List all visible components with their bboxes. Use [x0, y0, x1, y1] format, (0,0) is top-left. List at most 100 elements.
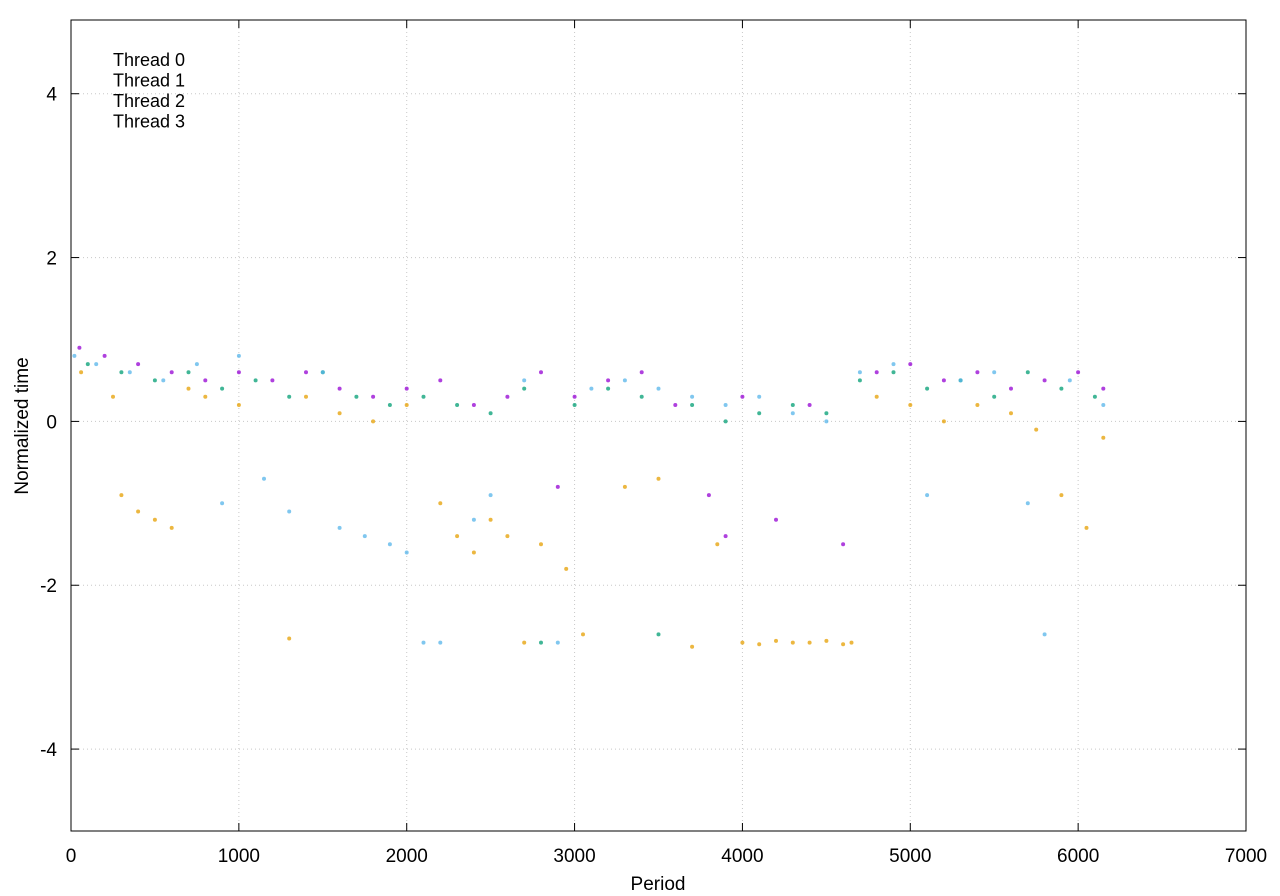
- data-point: [1084, 525, 1089, 530]
- data-point: [572, 403, 577, 407]
- data-point: [354, 394, 359, 399]
- data-point: [757, 394, 762, 399]
- data-point: [975, 370, 980, 375]
- data-point: [270, 378, 275, 383]
- data-point: [94, 362, 99, 367]
- data-point: [874, 394, 879, 399]
- data-point: [774, 517, 778, 522]
- y-tick-labels: -4 -2 0 2 4: [40, 85, 57, 761]
- data-point: [236, 370, 241, 375]
- data-point: [152, 517, 157, 522]
- data-point: [169, 525, 174, 530]
- data-point: [1067, 378, 1072, 383]
- data-point: [790, 640, 795, 645]
- data-point: [908, 403, 913, 407]
- data-point: [186, 370, 191, 375]
- data-point: [572, 394, 577, 399]
- data-point: [656, 632, 661, 637]
- data-point: [941, 419, 946, 424]
- data-point: [371, 394, 376, 399]
- data-point: [807, 403, 812, 407]
- data-point: [1042, 632, 1047, 637]
- data-point: [337, 386, 342, 391]
- data-points: [72, 345, 1106, 649]
- x-tick-label: 5000: [889, 846, 931, 867]
- series-2: [72, 353, 1106, 645]
- x-tick-label: 4000: [721, 846, 763, 867]
- data-point: [1025, 501, 1030, 506]
- y-tick-label: 2: [46, 249, 57, 270]
- x-tick-label: 2000: [386, 846, 428, 867]
- data-point: [1009, 386, 1013, 391]
- x-axis-title: Period: [631, 874, 686, 895]
- legend-entry: Thread 2: [113, 91, 185, 111]
- x-tick-label: 6000: [1057, 846, 1099, 867]
- data-point: [656, 386, 661, 391]
- data-point: [740, 640, 745, 645]
- data-point: [824, 638, 829, 643]
- data-point: [152, 378, 157, 383]
- data-point: [606, 386, 611, 391]
- axis-ticks: [70, 20, 1247, 831]
- data-point: [455, 403, 460, 407]
- data-point: [203, 394, 208, 399]
- x-tick-label: 3000: [553, 846, 595, 867]
- data-point: [253, 378, 258, 383]
- x-tick-labels: 0 1000 2000 3000 4000 5000 6000 7000: [66, 846, 1267, 867]
- data-point: [72, 353, 77, 358]
- data-point: [1025, 370, 1030, 375]
- data-point: [337, 411, 342, 416]
- data-point: [203, 378, 208, 383]
- data-point: [404, 403, 409, 407]
- data-point: [236, 403, 241, 407]
- y-tick-label: -4: [40, 740, 57, 761]
- data-point: [1009, 411, 1013, 416]
- data-point: [1101, 435, 1106, 440]
- data-point: [639, 370, 644, 375]
- x-tick-label: 7000: [1225, 846, 1267, 867]
- data-point: [740, 394, 745, 399]
- data-point: [690, 403, 695, 407]
- data-point: [992, 394, 997, 399]
- data-point: [723, 403, 728, 407]
- data-point: [774, 638, 778, 643]
- data-point: [539, 542, 543, 547]
- legend-entry: Thread 1: [113, 71, 185, 91]
- data-point: [236, 353, 241, 358]
- data-point: [975, 403, 980, 407]
- data-point: [656, 476, 661, 481]
- data-point: [581, 632, 585, 637]
- legend-entry: Thread 0: [113, 50, 185, 70]
- data-point: [320, 370, 325, 375]
- data-point: [891, 370, 896, 375]
- data-point: [706, 493, 711, 498]
- data-point: [186, 386, 191, 391]
- data-point: [194, 362, 199, 367]
- data-point: [77, 345, 82, 350]
- data-point: [673, 403, 678, 407]
- data-point: [371, 419, 376, 424]
- data-point: [404, 386, 409, 391]
- data-point: [119, 370, 124, 375]
- data-point: [421, 394, 426, 399]
- data-point: [622, 378, 627, 383]
- data-point: [488, 411, 493, 416]
- data-point: [136, 362, 141, 367]
- series-3: [79, 370, 1106, 649]
- data-point: [1101, 386, 1106, 391]
- data-point: [387, 542, 392, 547]
- data-point: [161, 378, 166, 383]
- data-point: [690, 644, 695, 649]
- data-point: [723, 534, 728, 539]
- data-point: [505, 534, 510, 539]
- data-point: [471, 550, 476, 555]
- x-tick-label: 1000: [218, 846, 260, 867]
- data-point: [421, 640, 426, 645]
- data-point: [790, 403, 795, 407]
- data-point: [992, 370, 997, 375]
- data-point: [169, 370, 174, 375]
- data-point: [539, 370, 543, 375]
- data-point: [925, 493, 930, 498]
